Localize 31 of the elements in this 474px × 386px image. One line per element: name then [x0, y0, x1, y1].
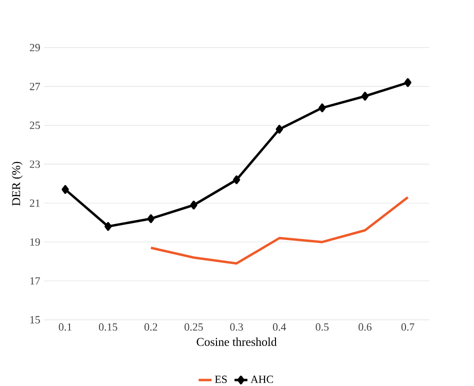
y-tick-label: 29 — [30, 44, 40, 52]
point — [147, 214, 154, 223]
point — [361, 92, 369, 100]
legend-label: ES — [214, 376, 227, 383]
point — [104, 222, 112, 231]
point — [190, 200, 198, 210]
x-tick-label: 0.1 — [58, 323, 72, 331]
x-axis-title: Cosine threshold — [196, 337, 277, 346]
y-tick-label: 27 — [30, 82, 40, 90]
x-tick-label: 0.5 — [316, 323, 329, 331]
y-axis-title: DER (%) — [12, 162, 23, 206]
legend-label: AHC — [250, 376, 273, 383]
point — [276, 124, 283, 134]
point — [404, 78, 412, 87]
y-tick-label: 19 — [30, 238, 40, 246]
x-tick-label: 0.3 — [230, 323, 243, 331]
y-tick-label: 15 — [30, 316, 40, 324]
point — [232, 175, 240, 184]
y-tick-label: 23 — [30, 160, 40, 168]
x-tick-label: 0.15 — [98, 323, 118, 331]
point — [318, 103, 326, 112]
y-tick-label: 17 — [30, 277, 40, 284]
x-tick-label: 0.2 — [144, 323, 158, 331]
line-series — [150, 196, 410, 264]
x-tick-label: 0.4 — [272, 323, 286, 331]
x-tick-label: 0.25 — [184, 323, 203, 331]
point — [62, 185, 69, 194]
x-tick-label: 0.6 — [358, 323, 372, 331]
y-tick-label: 21 — [30, 199, 40, 207]
y-tick-label: 25 — [30, 122, 40, 129]
x-tick-label: 0.7 — [401, 323, 414, 331]
